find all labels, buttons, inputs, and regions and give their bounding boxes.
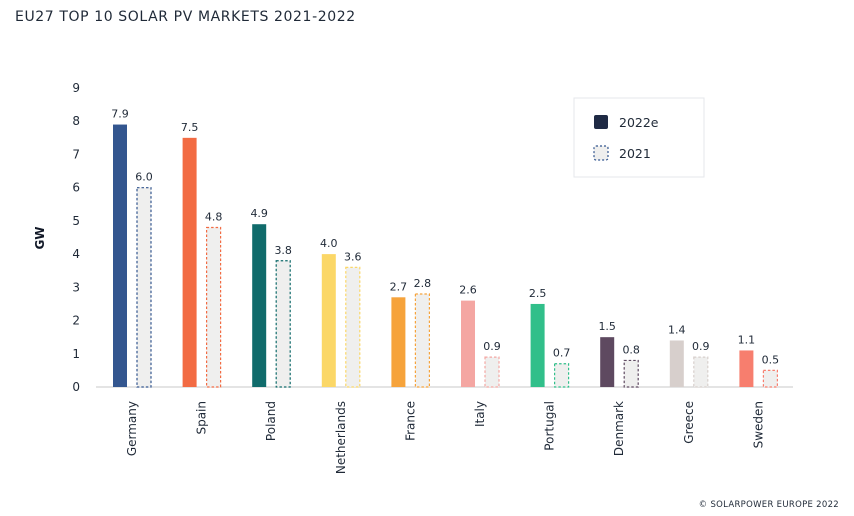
y-tick-label: 4 — [72, 247, 80, 261]
y-tick-label: 1 — [72, 347, 80, 361]
y-axis-label: GW — [33, 226, 47, 249]
legend: 2022e 2021 — [573, 97, 705, 178]
x-category-label: Poland — [264, 401, 278, 441]
bar-2022e — [461, 300, 475, 387]
data-label-2022e: 2.7 — [390, 280, 408, 293]
bar-2021 — [484, 356, 500, 388]
bar-2021 — [623, 359, 639, 388]
data-label-2021: 3.6 — [344, 250, 362, 263]
data-label-2021: 0.9 — [483, 340, 501, 353]
bar-2022e — [530, 303, 545, 387]
bar-2021 — [762, 369, 779, 388]
bar-2021 — [345, 266, 361, 388]
x-category-label: Greece — [682, 401, 696, 444]
x-category-label: France — [403, 401, 417, 441]
bar-2021 — [414, 293, 430, 388]
x-category-label: Portugal — [543, 401, 557, 451]
x-category-label: Spain — [195, 401, 209, 435]
x-category-label: Sweden — [751, 401, 765, 448]
x-category-label: Italy — [473, 401, 487, 427]
data-label-2022e: 1.5 — [598, 320, 616, 333]
chart-title: EU27 TOP 10 SOLAR PV MARKETS 2021-2022 — [15, 9, 356, 25]
data-label-2021: 0.9 — [692, 340, 710, 353]
bar-2022e — [252, 224, 267, 387]
legend-label-2021: 2021 — [619, 146, 651, 161]
data-label-2021: 6.0 — [135, 171, 153, 184]
bar-2022e — [739, 350, 754, 387]
bar-2022e — [321, 254, 336, 387]
bar-2022e — [600, 337, 615, 387]
y-tick-label: 7 — [72, 147, 80, 161]
data-label-2022e: 4.0 — [320, 237, 338, 250]
y-axis-ticks: 0 1 2 3 4 5 6 7 8 9 — [72, 81, 80, 394]
data-label-2022e: 1.4 — [668, 323, 686, 336]
data-label-2022e: 2.6 — [459, 284, 477, 297]
bar-2021 — [136, 187, 152, 388]
y-tick-label: 5 — [72, 214, 80, 228]
bar-2021 — [693, 356, 709, 388]
data-label-2021: 2.8 — [414, 277, 432, 290]
bar-2022e — [113, 124, 127, 388]
bar-2022e — [391, 297, 406, 387]
copyright-notice: © SOLARPOWER EUROPE 2022 — [698, 500, 839, 510]
bar-2021 — [206, 226, 222, 388]
data-label-2022e: 2.5 — [529, 287, 547, 300]
bar-2022e — [182, 137, 197, 387]
data-label-2021: 0.5 — [762, 353, 780, 366]
bar-2022e — [669, 340, 684, 387]
bar-2021 — [275, 260, 291, 388]
y-tick-label: 0 — [72, 380, 80, 394]
y-tick-label: 6 — [72, 181, 80, 195]
data-label-2021: 4.8 — [205, 211, 223, 224]
data-label-2021: 0.8 — [622, 343, 640, 356]
data-label-2022e: 7.5 — [181, 121, 199, 134]
data-label-2022e: 1.1 — [738, 333, 756, 346]
bar-2021 — [553, 363, 570, 388]
y-tick-label: 2 — [72, 314, 80, 328]
x-category-label: Germany — [125, 401, 139, 456]
x-category-label: Denmark — [612, 401, 626, 456]
x-category-label: Netherlands — [334, 401, 348, 474]
y-tick-label: 9 — [72, 81, 80, 95]
bar-series-group: 7.9 6.0 7.5 4.8 4.9 3.8 4.0 3.6 2.7 2.8 2.6 0.9 2.5 0… — [111, 108, 780, 388]
legend-swatch-2022e — [594, 115, 608, 129]
x-axis-category-labels: Germany Spain Poland Netherlands France Italy… — [125, 401, 765, 474]
data-label-2022e: 4.9 — [250, 207, 268, 220]
legend-swatch-2021 — [593, 145, 609, 161]
data-label-2022e: 7.9 — [111, 108, 129, 121]
data-label-2021: 0.7 — [553, 347, 571, 360]
legend-box — [573, 97, 705, 178]
y-tick-label: 3 — [72, 280, 80, 294]
data-label-2021: 3.8 — [274, 244, 292, 257]
y-tick-label: 8 — [72, 114, 80, 128]
legend-label-2022e: 2022e — [619, 115, 659, 130]
